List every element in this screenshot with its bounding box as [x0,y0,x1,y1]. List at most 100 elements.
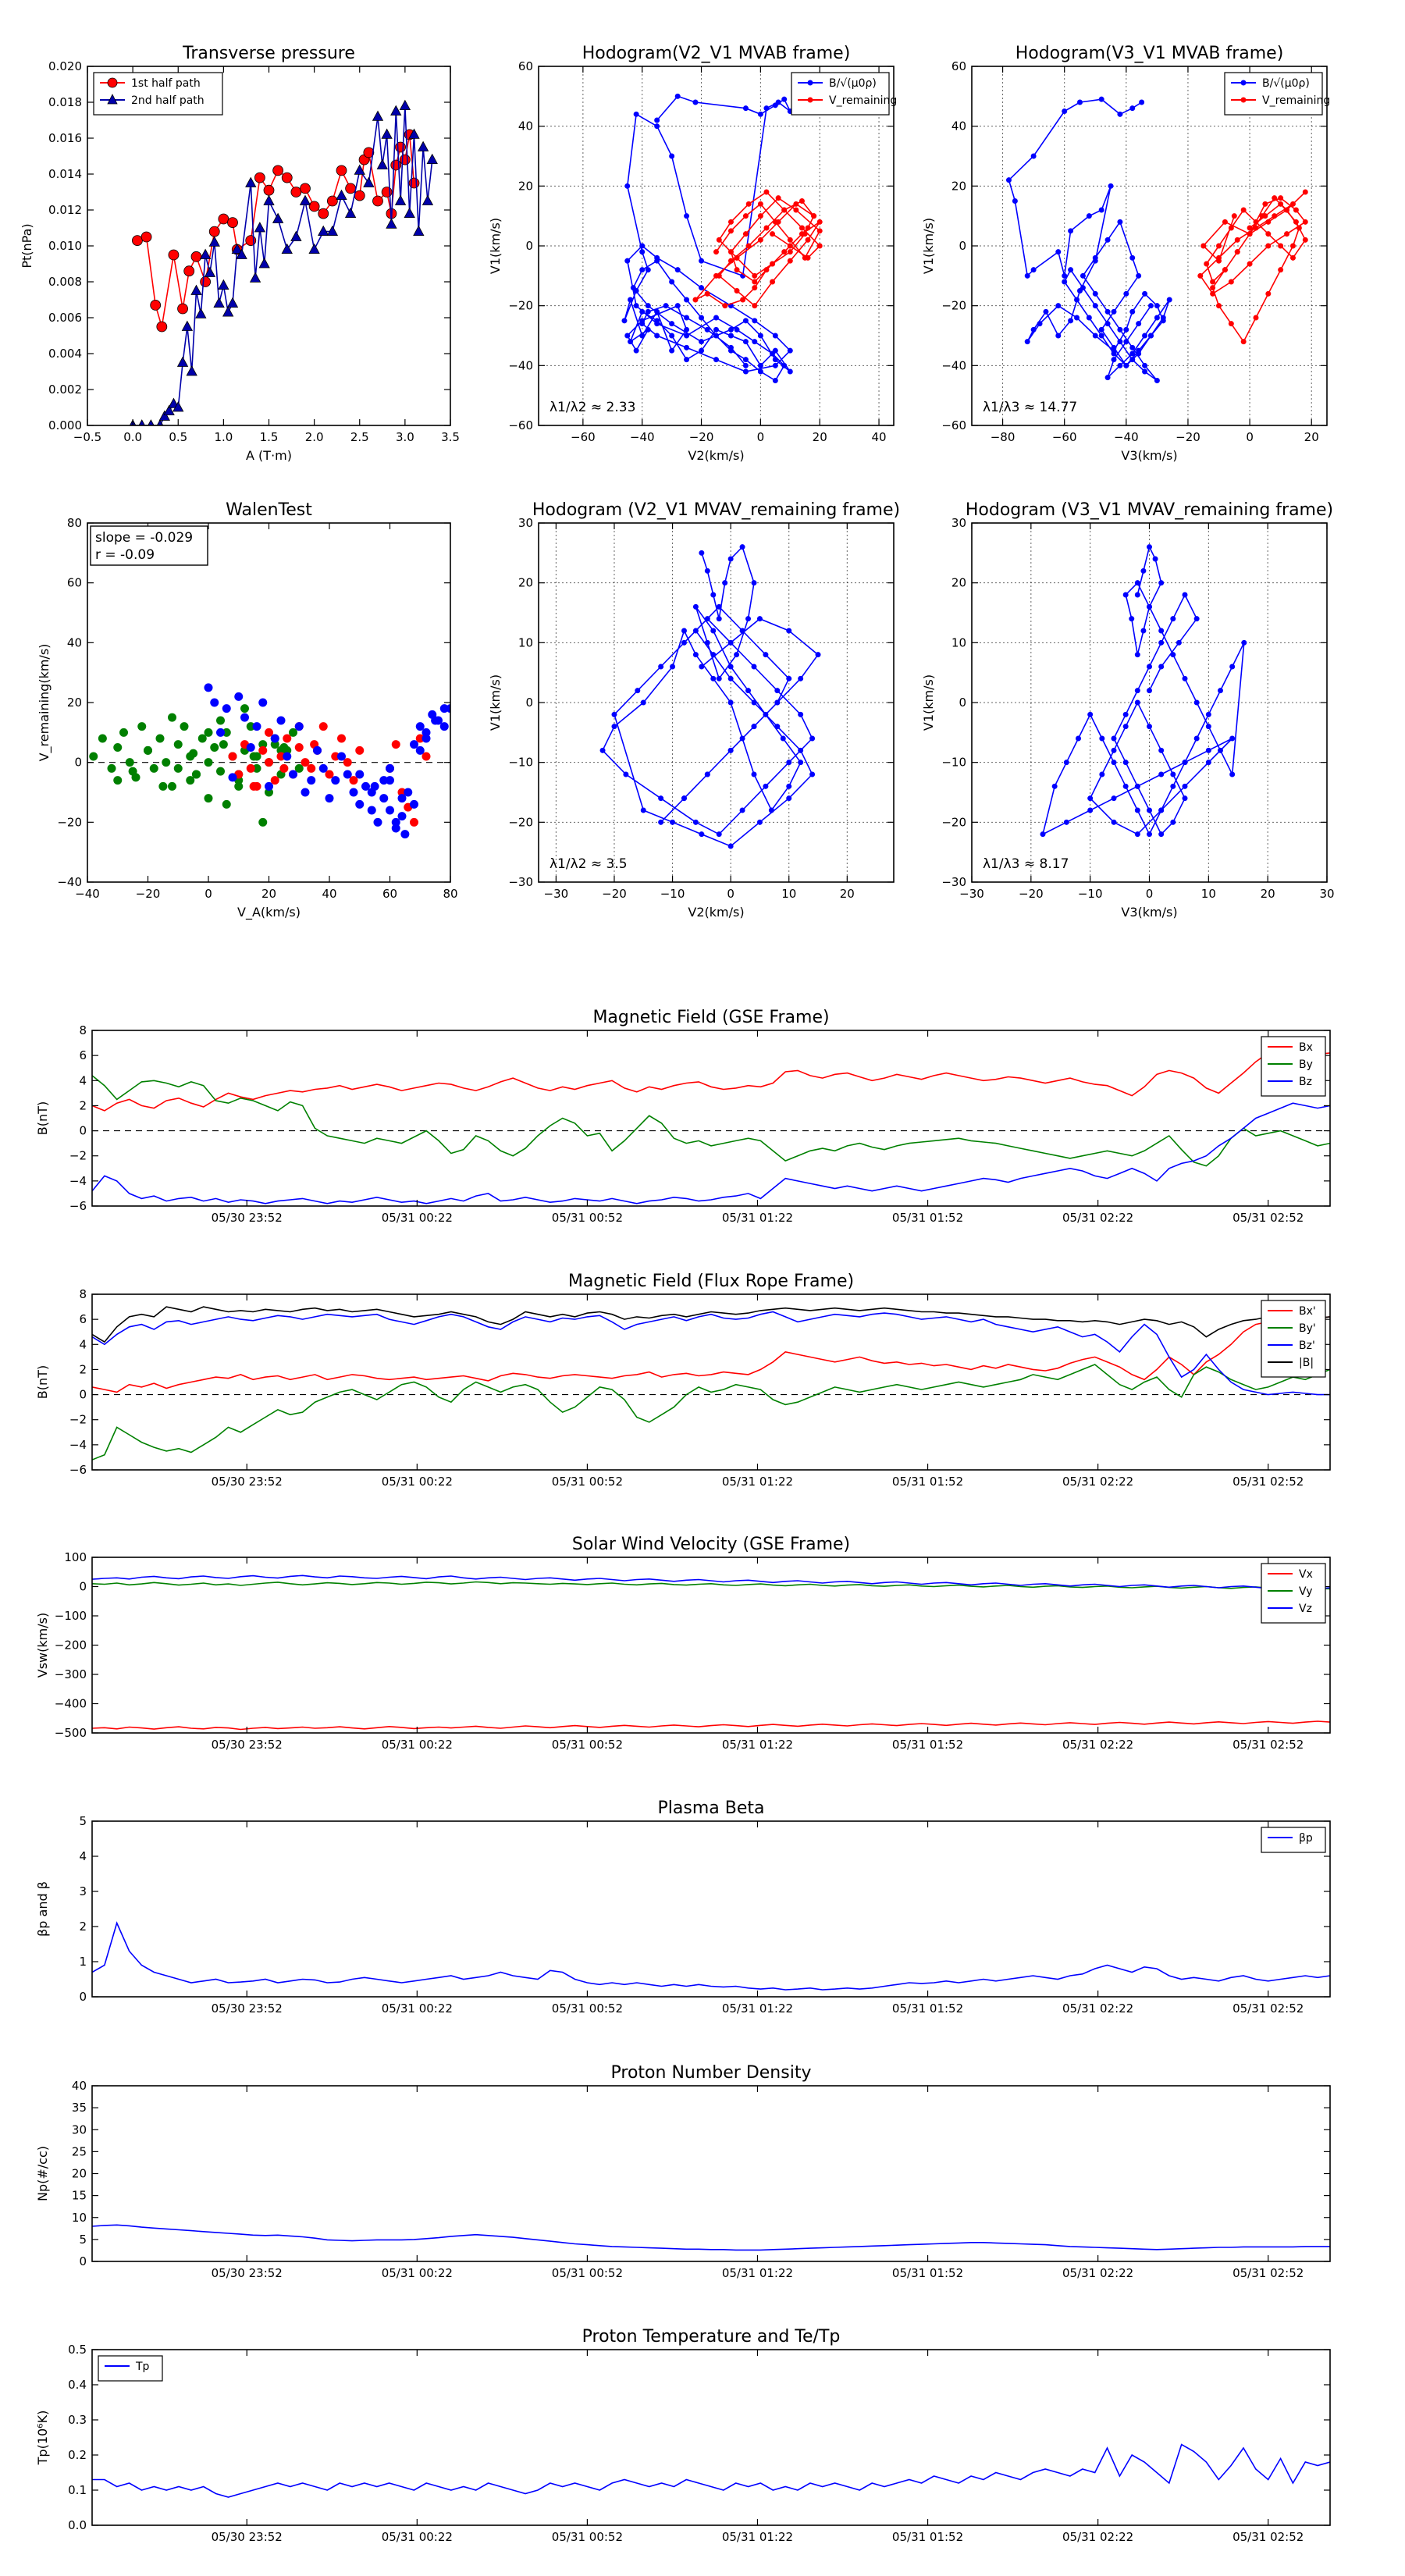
data-point [799,225,805,231]
data-point [699,339,705,345]
chart-title: Plasma Beta [658,1799,765,1818]
data-point [1117,339,1123,345]
data-point [367,788,376,797]
data-point [391,824,400,833]
data-point [633,347,639,354]
legend-label: V_remaining [829,94,897,107]
legend-label: |B| [1299,1357,1314,1369]
y-tick-label: 0.014 [48,167,82,181]
data-point [1229,771,1236,777]
x-tick-label: 05/31 02:22 [1062,1475,1133,1489]
y-tick-label: 2 [79,1098,87,1112]
data-point [742,231,749,237]
data-point [231,243,243,254]
data-point [645,308,651,315]
data-point [410,799,418,809]
data-point [599,747,606,753]
data-point [379,794,389,803]
data-point [751,699,757,706]
data-point [1063,819,1069,825]
data-point [635,688,641,694]
data-point [757,213,763,219]
data-point [168,781,176,791]
y-tick-label: 10 [72,2211,87,2225]
data-point [228,773,237,782]
data-point [1158,639,1165,646]
data-point [1240,339,1247,345]
plot-area [92,1921,1330,1991]
data-point [186,365,197,376]
x-tick-label: −10 [660,887,685,901]
data-point [716,237,722,243]
data-point [125,758,134,767]
chart-title: Hodogram (V3_V1 MVAV_remaining frame) [966,500,1333,520]
data-point [684,213,690,219]
data-point [704,326,710,333]
data-point [336,165,347,176]
data-point [204,758,213,767]
data-point [180,722,189,731]
data-point [294,763,304,773]
data-point [716,616,722,622]
data-point [404,207,415,219]
data-point [739,544,745,550]
legend-box [1261,1036,1326,1097]
data-point [343,758,352,767]
data-point [290,230,302,241]
y-tick-label: 60 [67,576,82,590]
data-point [787,347,793,354]
data-point [372,110,384,121]
data-point [1293,207,1299,213]
x-tick-label: 05/31 02:52 [1232,2530,1304,2544]
data-point [1129,308,1136,315]
data-point [318,763,328,773]
data-point [752,318,758,324]
data-point [742,105,749,112]
y-tick-label: 0 [959,696,966,710]
chart-title: Hodogram (V2_V1 MVAV_remaining frame) [532,500,900,520]
data-point [128,767,137,776]
data-point [1136,350,1142,357]
data-point [1051,783,1058,789]
data-point [186,776,195,785]
data-point [386,218,397,229]
y-tick-label: −20 [941,299,966,313]
data-point [1076,735,1081,742]
data-point [710,675,717,681]
data-point [258,740,268,749]
y-tick-label: 0.002 [48,382,82,397]
data-point [757,362,763,368]
y-tick-label: 40 [518,119,533,133]
data-point [240,704,249,713]
data-point [307,776,316,785]
y-tick-label: 6 [79,1312,87,1326]
data-point [713,315,719,321]
plot-area [129,99,438,425]
data-point [208,236,220,247]
data-point [1134,580,1140,586]
x-tick-label: 05/31 02:52 [1232,1475,1304,1489]
y-tick-label: 8 [79,1287,87,1301]
data-point [386,776,394,785]
data-point [1147,831,1152,838]
series-line-vx [92,1720,1330,1731]
data-point [399,154,411,165]
y-tick-label: −200 [55,1638,87,1653]
chart-title: Proton Temperature and Te/Tp [582,2327,841,2347]
series-line-b-0- [1008,98,1170,382]
y-axis-label: V_remaining(km/s) [37,644,52,762]
x-tick-label: 05/30 23:52 [212,1475,283,1489]
plot-area [92,1048,1330,1204]
data-point [713,333,719,339]
legend-label: Vy [1299,1585,1313,1598]
data-point [798,747,804,753]
data-point [816,243,823,249]
data-point [1117,219,1123,225]
data-point [190,251,202,262]
legend-label: By' [1299,1322,1316,1335]
data-point [156,419,164,425]
chart-title: Transverse pressure [182,44,355,63]
data-point [1289,254,1296,261]
x-tick-label: −20 [689,430,714,444]
